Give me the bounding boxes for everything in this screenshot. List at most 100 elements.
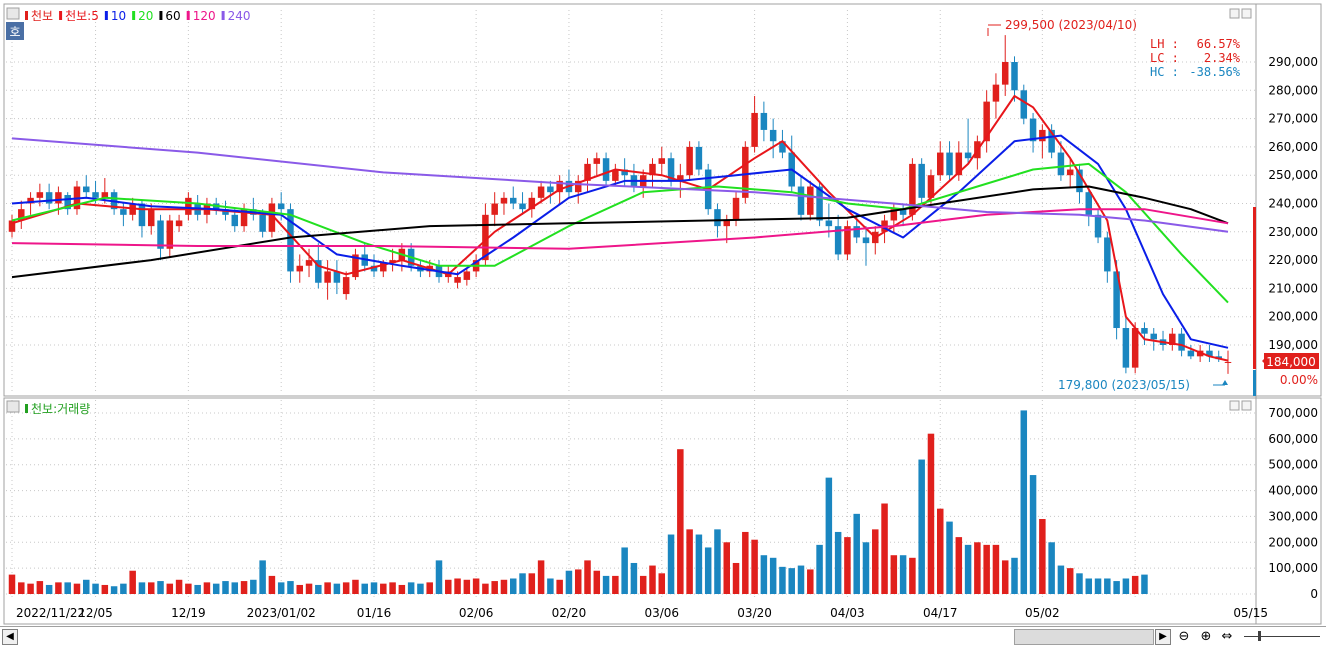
stat-hc-label: HC :: [1150, 65, 1179, 79]
volume-bar: [788, 568, 795, 594]
candle-body: [574, 180, 582, 193]
volume-bar: [129, 570, 136, 594]
volume-tick-label: 100,000: [1268, 561, 1318, 575]
candle-body: [695, 146, 703, 170]
candle-body: [1020, 90, 1028, 119]
volume-bar: [677, 449, 684, 594]
candle-body: [277, 203, 285, 210]
range-bar-up: [1253, 207, 1256, 369]
stat-lh-label: LH :: [1150, 37, 1179, 51]
volume-bar: [212, 583, 220, 594]
volume-bar: [695, 534, 703, 594]
volume-bar: [296, 584, 304, 594]
volume-bar: [1104, 578, 1111, 594]
candle-body: [138, 203, 146, 227]
legend-marker: [104, 11, 108, 20]
volume-bar: [380, 583, 387, 594]
legend-marker: [59, 11, 63, 20]
volume-bar: [231, 582, 239, 594]
volume-bar: [964, 544, 972, 594]
volume-bar: [992, 544, 1000, 594]
volume-bar: [881, 503, 888, 594]
volume-bar: [342, 582, 350, 594]
candle-body: [584, 163, 591, 181]
candle-body: [556, 180, 563, 193]
candles: [8, 35, 1232, 374]
candle-body: [964, 152, 972, 159]
x-tick-label: 01/16: [357, 606, 392, 620]
candle-body: [927, 175, 935, 198]
volume-bar: [101, 584, 109, 594]
volume-bar: [547, 578, 554, 594]
volume-tick-label: 600,000: [1268, 432, 1318, 446]
range-bar-down: [1253, 370, 1256, 396]
volume-bar: [222, 581, 229, 594]
candle-body: [621, 169, 628, 176]
volume-bar: [1048, 542, 1055, 594]
candle-body: [83, 186, 90, 193]
zoom-in-icon[interactable]: ⊕: [1200, 629, 1212, 644]
current-price-pointer: [1262, 357, 1266, 365]
price-tick-label: 220,000: [1268, 253, 1318, 267]
volume-bar: [194, 584, 201, 594]
price-panel-maximize-button[interactable]: [1241, 8, 1252, 19]
volume-bar: [445, 579, 452, 594]
volume-tick-label: 200,000: [1268, 535, 1318, 549]
ma-line-10: [11, 134, 1229, 349]
legend-marker: [25, 11, 28, 20]
volume-bar: [83, 579, 90, 594]
volume-bar: [259, 560, 266, 594]
mode-badge-bg[interactable]: [6, 22, 24, 40]
zoom-slider[interactable]: [1244, 636, 1320, 637]
ma-line-240: [11, 137, 1229, 233]
price-panel-minimize-button[interactable]: [1229, 8, 1240, 19]
scroll-right-button[interactable]: ▶: [1155, 629, 1171, 645]
chart-settings-icon[interactable]: [6, 7, 20, 20]
scroll-left-button[interactable]: ◀: [2, 629, 18, 645]
volume-bar: [1039, 519, 1046, 594]
volume-bar: [510, 578, 517, 594]
volume-bar: [1011, 557, 1018, 594]
candle-body: [240, 209, 248, 227]
candle-body: [732, 197, 740, 221]
candle-body: [352, 254, 359, 278]
stat-hc-value: -38.56%: [1189, 65, 1240, 79]
candle-body: [602, 158, 610, 181]
candle-body: [1029, 118, 1037, 142]
candle-body: [185, 197, 192, 215]
volume-bar: [1141, 574, 1148, 594]
volume-panel-maximize-button[interactable]: [1241, 400, 1252, 411]
volume-bar: [946, 521, 953, 594]
volume-panel-minimize-button[interactable]: [1229, 400, 1240, 411]
candle-body: [1141, 328, 1148, 334]
x-tick-label: 05/02: [1025, 606, 1060, 620]
candle-body: [1113, 271, 1120, 329]
scroll-thumb[interactable]: [1014, 629, 1154, 645]
candle-body: [677, 175, 684, 181]
volume-bar: [333, 583, 341, 594]
zoom-out-icon[interactable]: ⊖: [1178, 629, 1190, 644]
volume-bar: [723, 542, 730, 594]
stock-chart[interactable]: 290,000 280,000 270,000 260,000 250,000 240,0…: [0, 0, 1326, 626]
legend-item: 천보:5: [65, 8, 99, 23]
candle-body: [1048, 129, 1055, 153]
volume-bar: [751, 539, 758, 594]
zoom-slider-handle[interactable]: [1258, 631, 1261, 641]
volume-bar: [649, 565, 656, 594]
candle-body: [1066, 169, 1074, 176]
volume-settings-icon[interactable]: [6, 400, 20, 413]
volume-bar: [73, 583, 81, 594]
candle-body: [807, 186, 814, 215]
ma-line-60: [11, 185, 1229, 279]
volume-bar: [250, 579, 257, 594]
volume-bar: [45, 584, 53, 594]
volume-bar: [315, 584, 322, 594]
mode-badge[interactable]: 호: [9, 25, 20, 39]
candle-body: [751, 112, 758, 147]
candle-body: [862, 237, 870, 244]
horizontal-scrollbar[interactable]: ◀ ▶ ⊖ ⊕ ⇔: [0, 626, 1326, 647]
scroll-arrows-icon[interactable]: ⇔: [1221, 629, 1233, 644]
ma-line-20: [11, 162, 1229, 304]
volume-bar: [714, 529, 721, 594]
candle-body: [500, 197, 508, 204]
